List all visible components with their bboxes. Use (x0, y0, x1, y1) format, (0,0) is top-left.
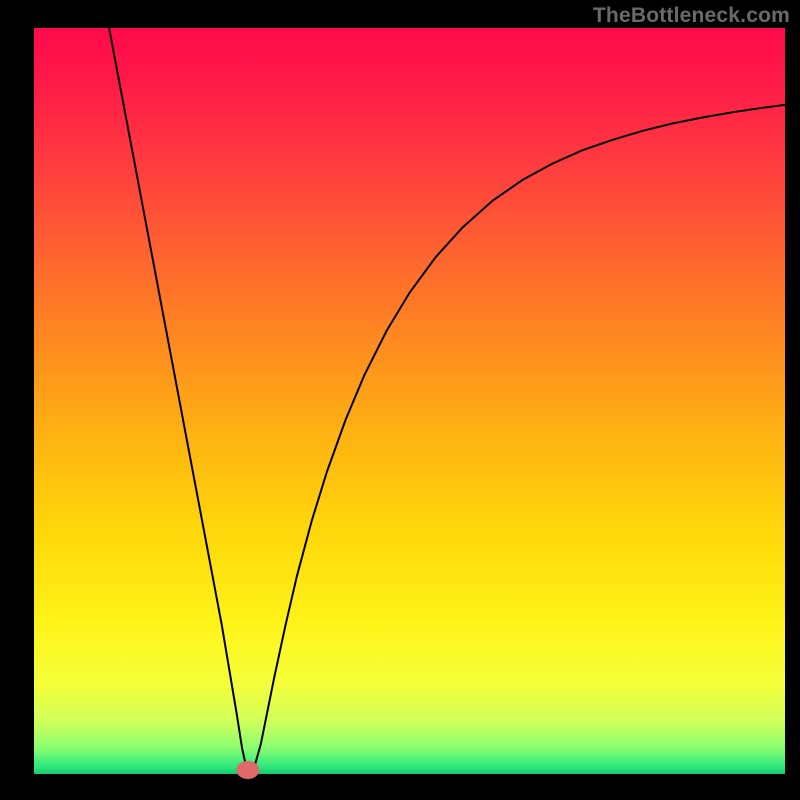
watermark-text: TheBottleneck.com (593, 4, 790, 28)
chart-frame: TheBottleneck.com (0, 0, 800, 800)
plot-area (34, 28, 785, 774)
curve-layer (34, 28, 785, 774)
optimum-marker (236, 761, 259, 779)
bottleneck-curve (109, 28, 785, 772)
